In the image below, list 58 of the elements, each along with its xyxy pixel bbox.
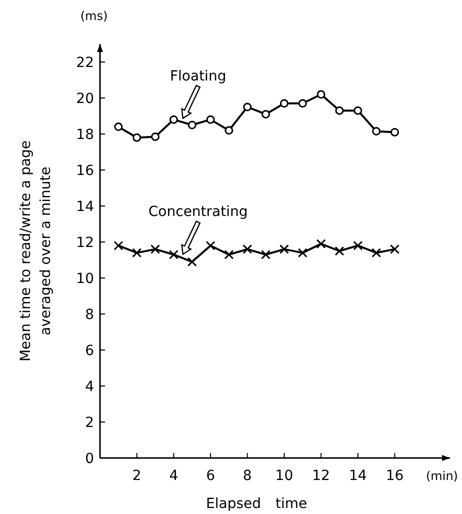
y-tick-label: 12 — [76, 234, 94, 251]
y-tick-label: 18 — [76, 126, 94, 143]
point — [224, 126, 234, 135]
point — [334, 246, 344, 256]
y-tick-label: 22 — [76, 54, 94, 71]
point — [298, 99, 307, 108]
point — [316, 239, 326, 249]
x-tick-label: 6 — [206, 468, 216, 484]
point — [168, 250, 178, 260]
y-tick-label: 2 — [85, 414, 94, 431]
x-axis-title: Elapsed time — [206, 496, 308, 512]
point — [390, 244, 400, 254]
series-label: Concentrating — [148, 204, 248, 220]
y-tick-label: 20 — [76, 90, 94, 107]
point — [298, 248, 308, 258]
point — [132, 133, 142, 142]
point — [261, 250, 271, 260]
point — [114, 240, 124, 250]
x-tick-label: 16 — [386, 468, 404, 484]
point — [279, 244, 289, 254]
point — [150, 244, 160, 254]
y-tick-label: 14 — [76, 198, 94, 215]
point — [187, 257, 197, 267]
y-tick-label: 4 — [85, 378, 94, 395]
point — [262, 110, 270, 118]
y-tick-label: 16 — [76, 162, 94, 179]
point — [206, 240, 216, 250]
point — [206, 115, 215, 124]
point — [372, 248, 382, 258]
point — [243, 102, 252, 112]
point — [390, 128, 399, 136]
y-tick-label: 10 — [76, 270, 94, 287]
point — [224, 250, 234, 260]
point — [169, 115, 178, 124]
point — [132, 248, 142, 258]
point — [354, 106, 362, 115]
point — [372, 127, 381, 136]
y-tick-label: 8 — [85, 306, 94, 323]
x-tick-label: 8 — [242, 468, 252, 484]
series-label: Floating — [170, 68, 226, 84]
text: (ms) — [80, 9, 108, 23]
x-tick-label: 10 — [275, 468, 294, 484]
text: (min) — [426, 469, 458, 483]
x-tick-label: 2 — [132, 468, 142, 484]
y-tick-label: 0 — [85, 450, 94, 467]
point — [280, 99, 288, 108]
x-tick-label: 12 — [312, 468, 330, 484]
point — [151, 132, 160, 141]
x-tick-label: 4 — [169, 468, 178, 484]
point — [353, 240, 363, 250]
point — [188, 120, 196, 130]
point — [114, 122, 123, 132]
point — [335, 106, 344, 115]
point — [242, 244, 252, 254]
y-tick-label: 6 — [85, 342, 94, 359]
y-axis-title: Mean time to read/write a page averaged over a minute — [18, 140, 54, 362]
x-tick-label: 14 — [348, 468, 367, 484]
point — [316, 90, 326, 99]
